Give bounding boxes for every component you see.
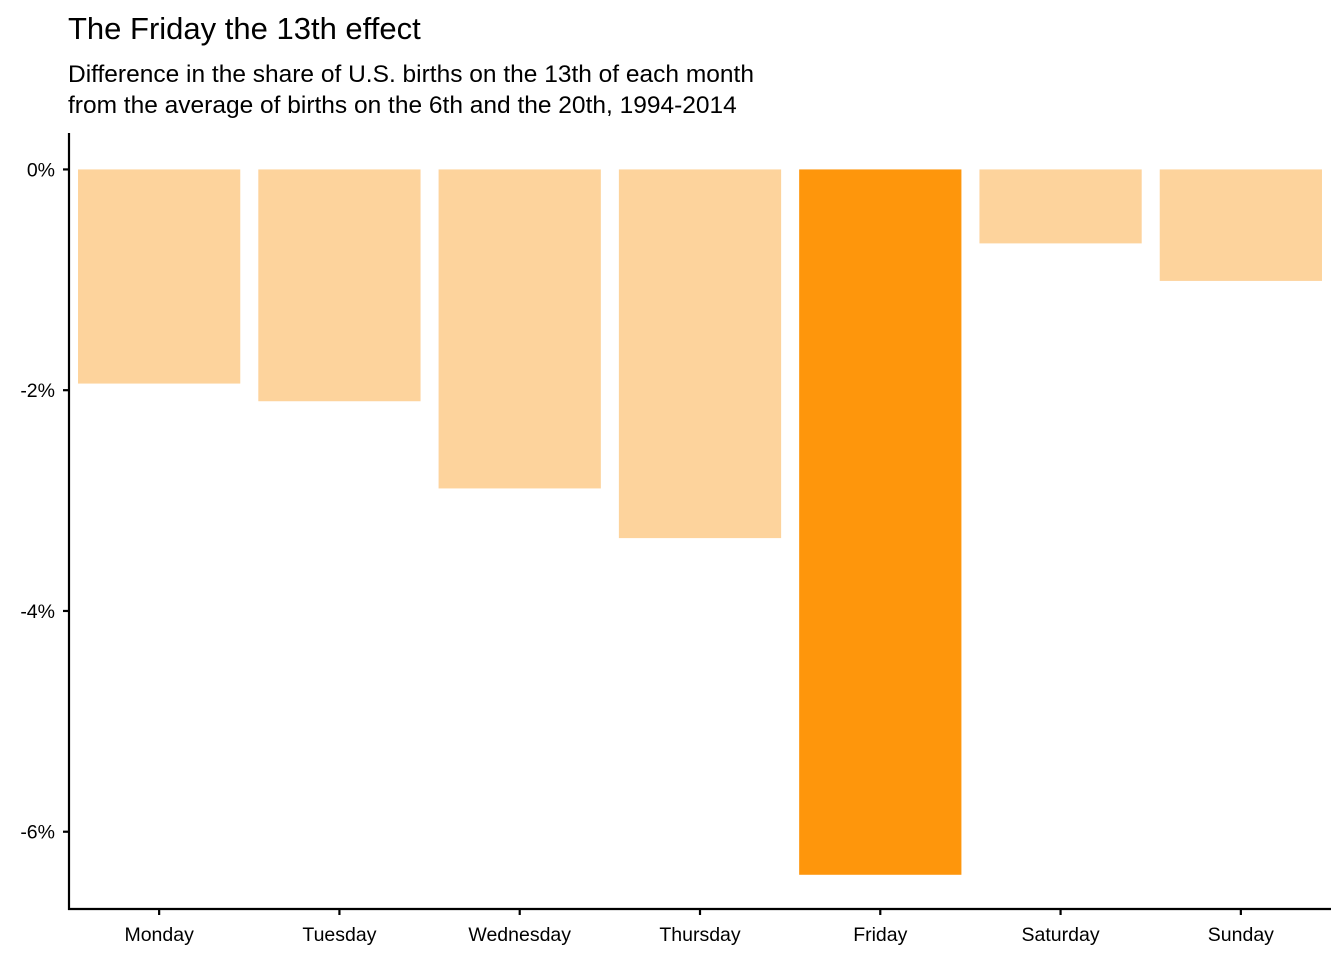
bars-group — [78, 169, 1322, 875]
bar-saturday — [979, 169, 1142, 244]
bar-wednesday — [438, 169, 601, 489]
y-tick-label: -2% — [20, 380, 55, 402]
bar-sunday — [1159, 169, 1322, 281]
x-tick-label: Saturday — [1022, 924, 1100, 946]
y-axis: 0% -2% -4% -6% — [20, 133, 71, 910]
x-tick-label: Friday — [853, 924, 907, 946]
bar-monday — [78, 169, 241, 384]
bar-thursday — [618, 169, 782, 539]
bar-friday — [799, 169, 962, 875]
y-tick-label: -4% — [20, 601, 55, 623]
x-tick-label: Wednesday — [468, 924, 571, 946]
bar-tuesday — [258, 169, 421, 402]
x-tick-label: Monday — [124, 924, 194, 946]
chart-subtitle: Difference in the share of U.S. births o… — [68, 59, 754, 121]
y-tick-label: -6% — [20, 822, 55, 844]
chart-subtitle-line-2: from the average of births on the 6th an… — [68, 92, 737, 119]
x-tick-label: Sunday — [1208, 924, 1274, 946]
x-tick-label: Thursday — [659, 924, 741, 946]
x-axis: Monday Tuesday Wednesday Thursday Friday Satu… — [68, 907, 1331, 946]
chart-title: The Friday the 13th effect — [68, 11, 421, 46]
chart-subtitle-line-1: Difference in the share of U.S. births o… — [68, 61, 754, 88]
x-tick-label: Tuesday — [302, 924, 376, 946]
y-tick-label: 0% — [27, 159, 55, 181]
